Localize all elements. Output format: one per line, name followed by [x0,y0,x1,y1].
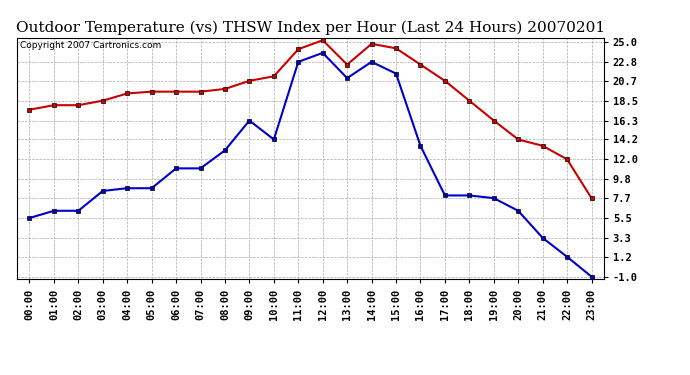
Text: Copyright 2007 Cartronics.com: Copyright 2007 Cartronics.com [20,41,161,50]
Title: Outdoor Temperature (vs) THSW Index per Hour (Last 24 Hours) 20070201: Outdoor Temperature (vs) THSW Index per … [16,21,605,35]
